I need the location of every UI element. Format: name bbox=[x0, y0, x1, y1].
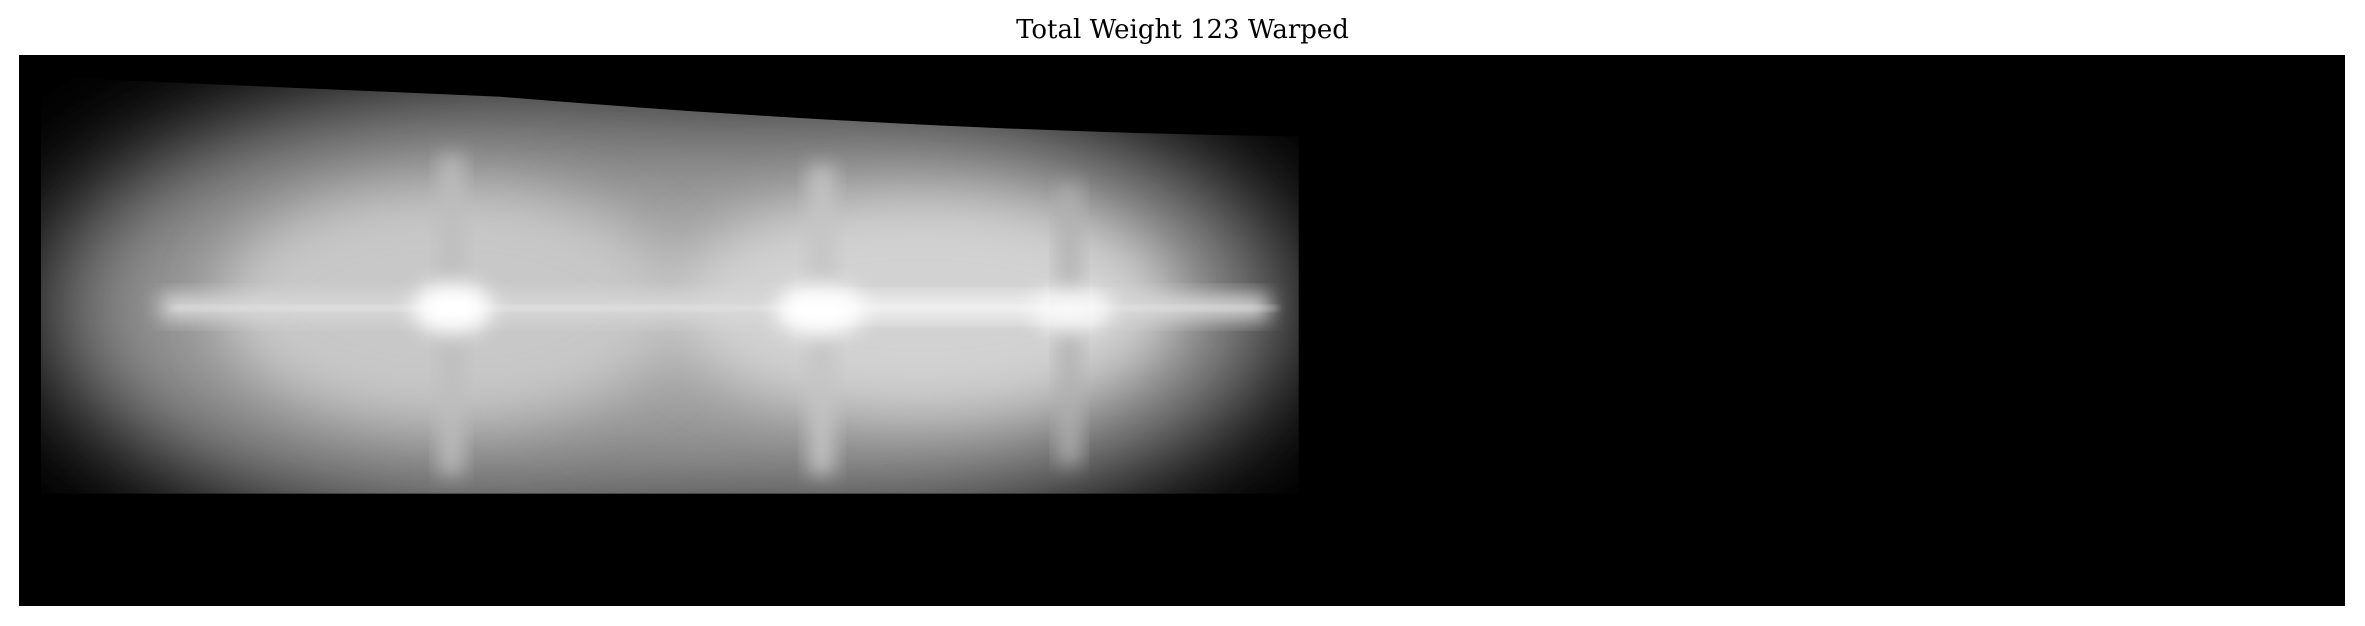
weight-map-image bbox=[19, 55, 2345, 606]
right-fade bbox=[1179, 57, 1339, 604]
glow-region bbox=[40, 76, 1299, 494]
weight-map-svg bbox=[21, 57, 2343, 604]
figure-title: Total Weight 123 Warped bbox=[1016, 15, 1349, 45]
